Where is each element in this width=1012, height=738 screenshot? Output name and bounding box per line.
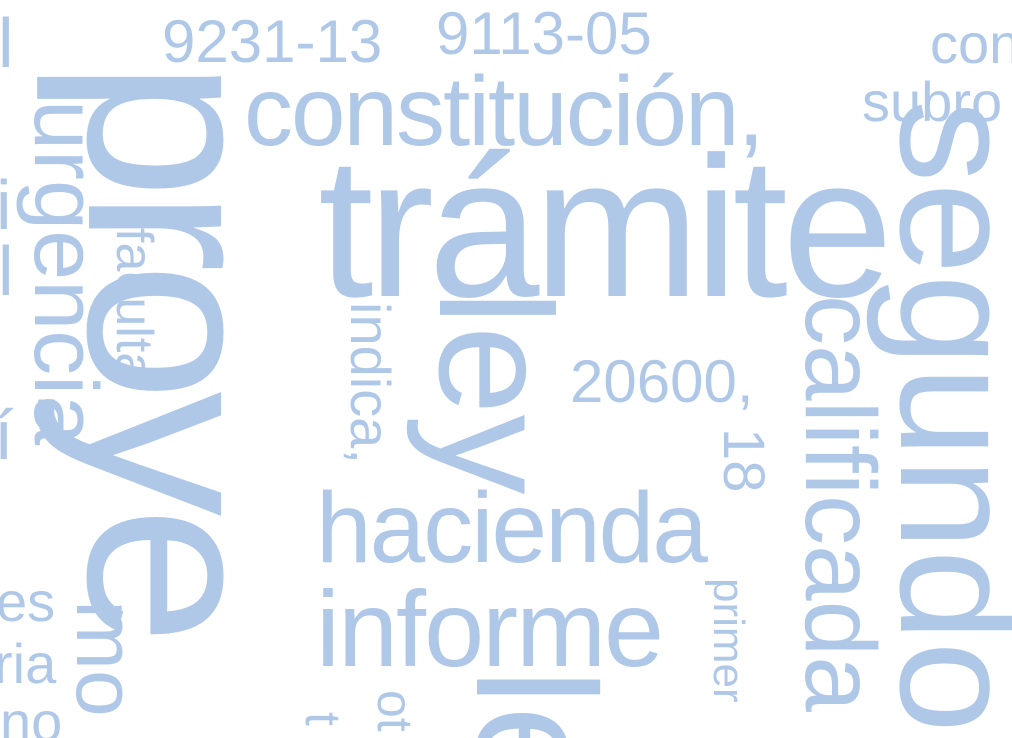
word-20600: 20600, — [570, 348, 754, 415]
word-calificada: calificada — [784, 295, 896, 712]
word-9231-13: 9231-13 — [162, 8, 383, 75]
word-9113-05: 9113-05 — [436, 0, 652, 67]
word-left-frag-4: í — [0, 396, 14, 474]
word-subro: subro — [862, 70, 1003, 133]
word-constitucion: constitución, — [244, 56, 765, 166]
word-no: no — [0, 690, 63, 738]
word-left-frag-1: l — [0, 4, 14, 82]
word-tramite: trámite — [318, 116, 893, 339]
word-hacienda: hacienda — [316, 472, 708, 584]
word-left-frag-3: l — [0, 232, 14, 310]
word-18: 18 — [711, 428, 776, 493]
word-le-fragment: le — [440, 668, 630, 738]
word-faculta: faculta — [105, 228, 163, 382]
word-es: es — [0, 570, 56, 633]
word-mo: mo — [59, 600, 153, 717]
word-ot: ot — [367, 690, 423, 732]
word-urgencia: urgencia — [15, 100, 115, 446]
word-left-frag-2: i — [0, 166, 12, 244]
word-con: con — [930, 12, 1012, 75]
word-ley: ley — [406, 290, 585, 495]
word-indica: indica, — [339, 302, 402, 464]
word-informe: informe — [316, 568, 664, 689]
word-ria: ria — [0, 632, 57, 695]
word-t: t — [295, 712, 351, 726]
word-primer: primer — [704, 578, 753, 703]
